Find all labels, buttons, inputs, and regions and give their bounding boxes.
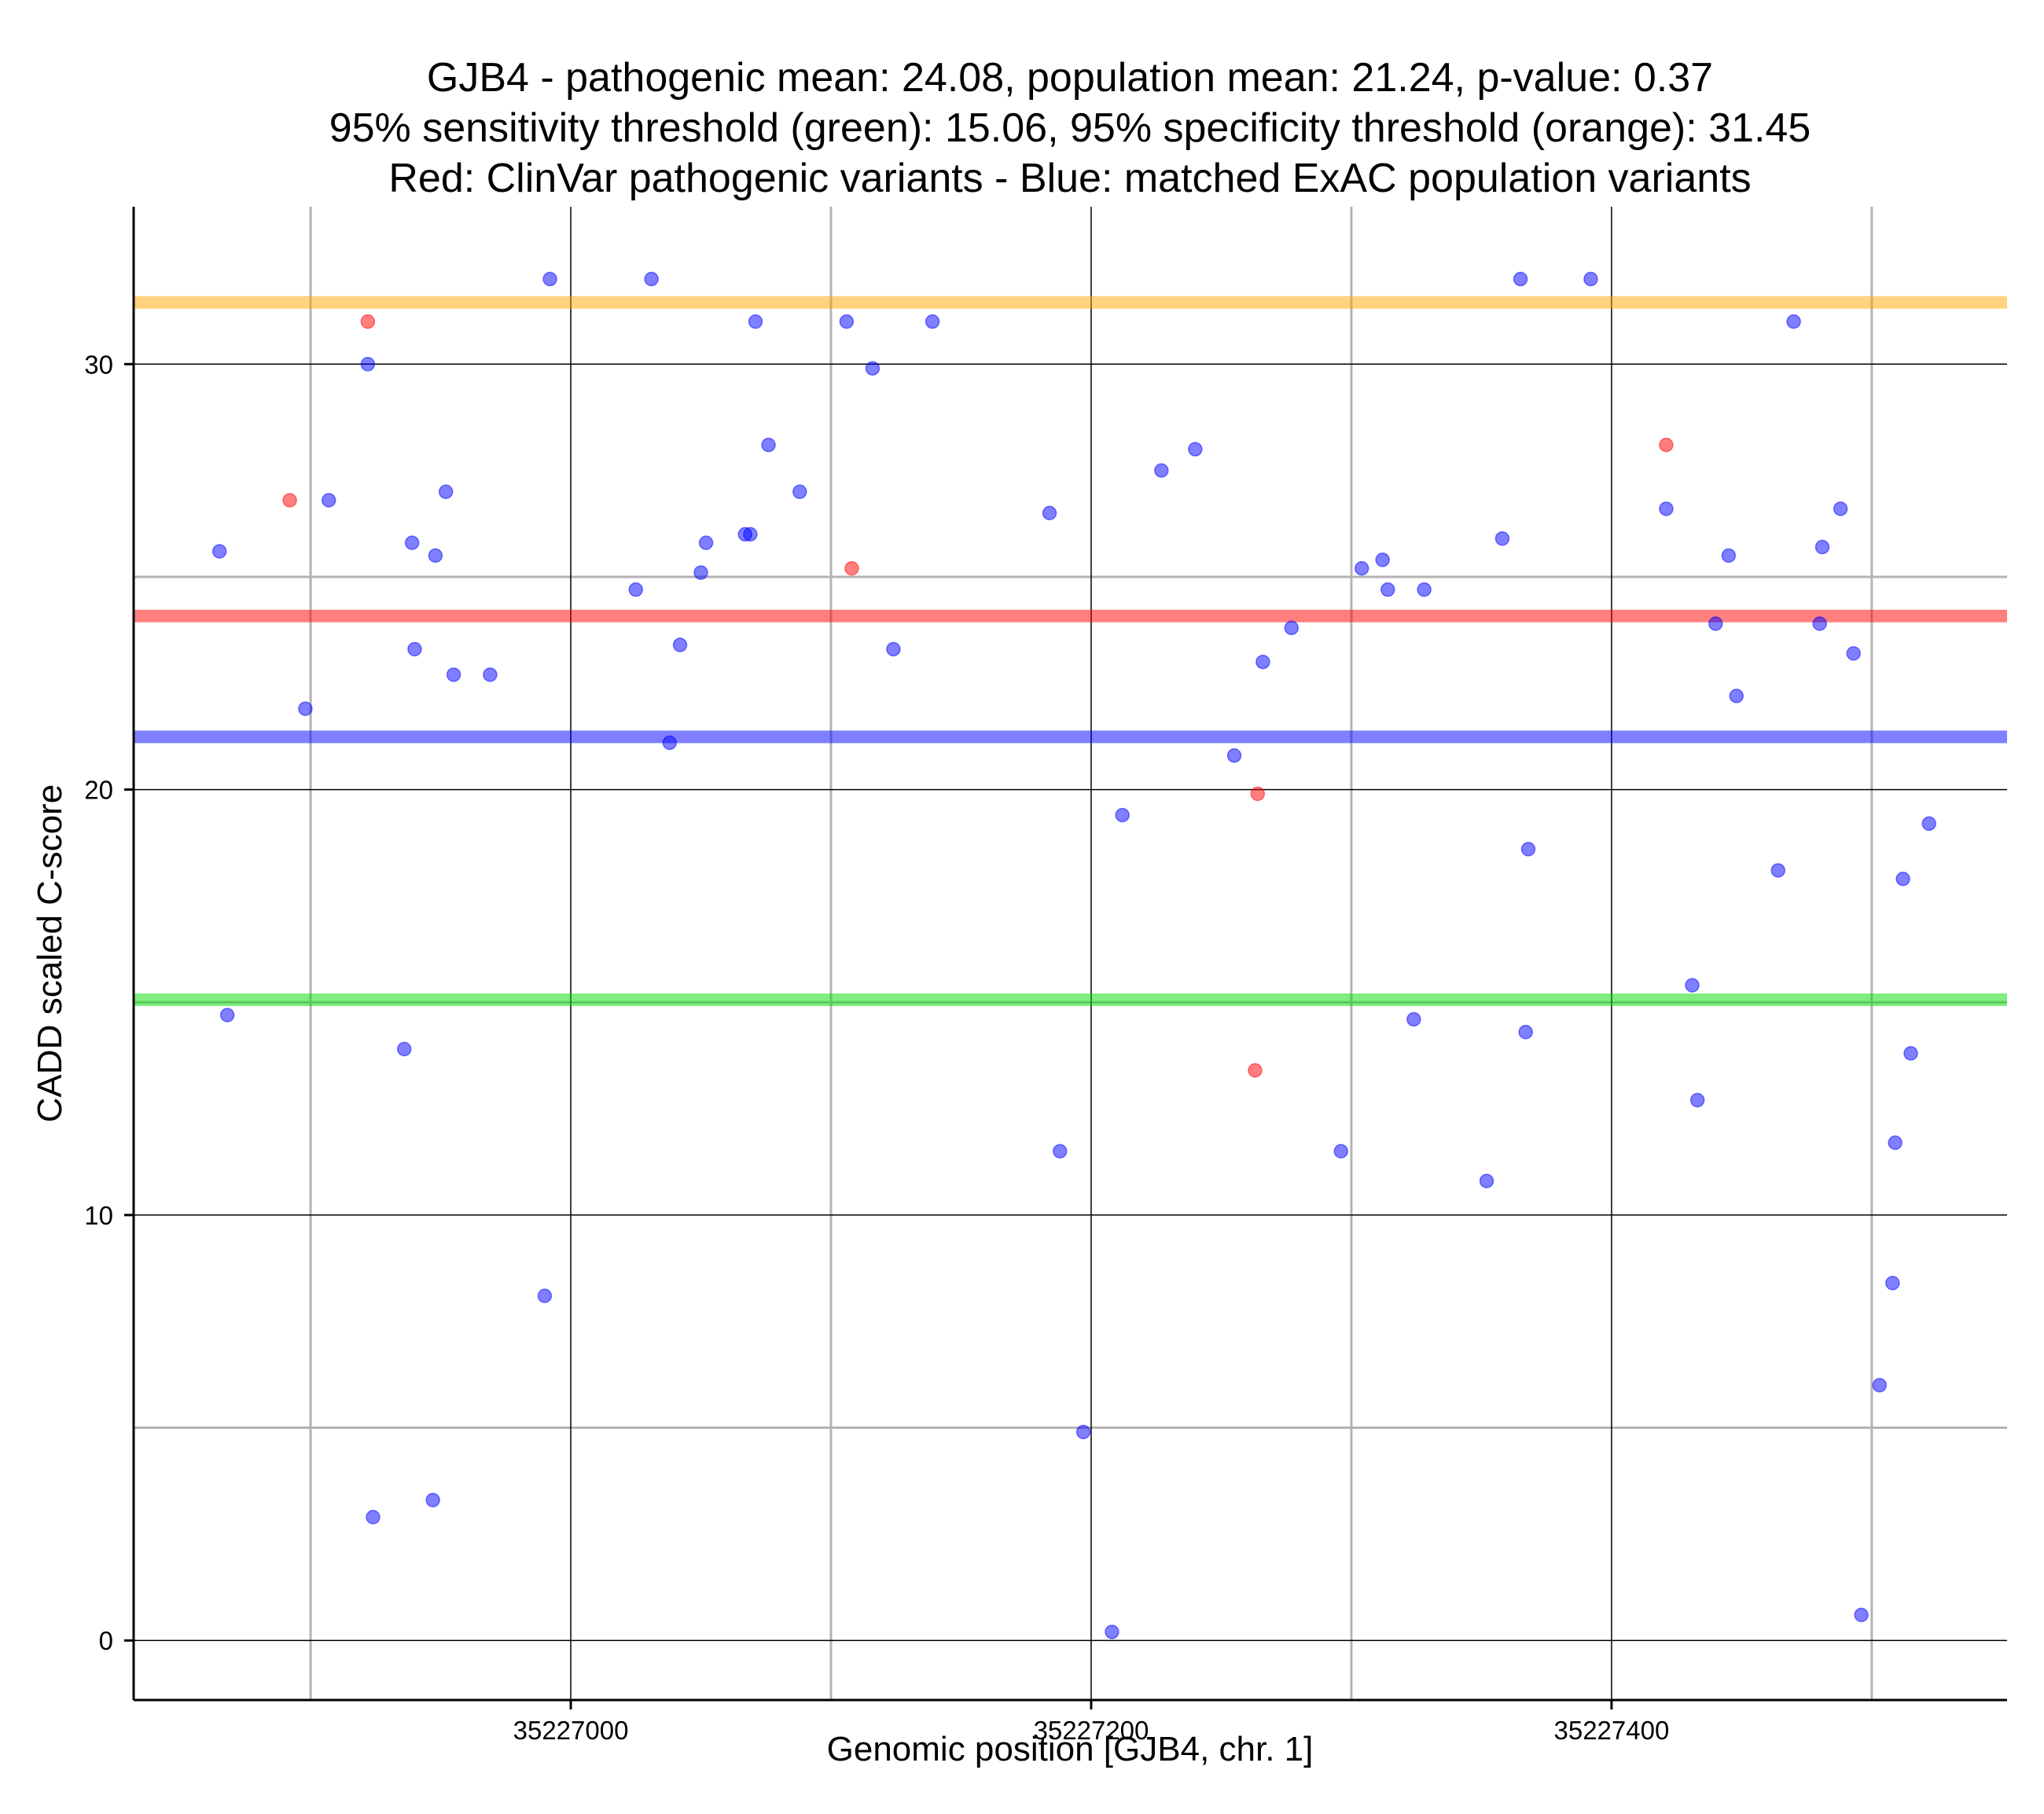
- chart-title-line-2: 95% sensitivity threshold (green): 15.06…: [329, 105, 1811, 151]
- pathogenic-variant-point: [282, 493, 297, 508]
- population-variant-point: [698, 535, 714, 550]
- y-axis-title: CADD scaled C-score: [31, 784, 69, 1122]
- y-tick-label: 0: [99, 1626, 113, 1655]
- population-variant-point: [1075, 1424, 1091, 1440]
- population-variant-point: [662, 735, 678, 751]
- tick-labels: 35227000 35227200 35227400 0 10 20 30: [84, 350, 1669, 1745]
- population-variant-point: [1885, 1276, 1900, 1291]
- population-variant-point: [438, 484, 454, 499]
- population-variant-point: [1042, 505, 1057, 520]
- population-variant-point: [1729, 689, 1744, 703]
- population-variant-point: [1354, 560, 1369, 576]
- population-variant-point: [428, 548, 443, 564]
- population-variant-point: [1685, 978, 1700, 993]
- data-points: [211, 271, 1936, 1640]
- population-variant-point: [672, 637, 688, 652]
- population-variant-point: [1520, 842, 1536, 857]
- population-variant-point: [1814, 539, 1830, 555]
- population-variant-point: [1895, 872, 1910, 887]
- population-variant-point: [1770, 863, 1785, 878]
- population-variant-point: [1115, 807, 1130, 823]
- population-variant-point: [1417, 582, 1432, 597]
- population-variant-point: [1846, 646, 1861, 661]
- population-variant-point: [644, 271, 659, 287]
- population-variant-point: [1188, 442, 1203, 457]
- reference-lines: [134, 296, 2007, 1007]
- population-variant-point: [219, 1008, 235, 1023]
- population-variant-point: [407, 641, 422, 657]
- chart-title-line-3: Red: ClinVar pathogenic variants - Blue:…: [388, 156, 1751, 201]
- population-variant-point: [1226, 748, 1242, 763]
- population-variant-point: [792, 484, 807, 499]
- population-variant-point: [1786, 314, 1801, 329]
- population-variant-point: [865, 361, 880, 376]
- population-variant-point: [693, 565, 708, 580]
- population-variant-point: [748, 314, 763, 329]
- population-variant-point: [1284, 620, 1300, 636]
- population-variant-point: [743, 527, 758, 542]
- pathogenic-variant-point: [1659, 437, 1674, 453]
- population-variant-point: [321, 493, 336, 508]
- pathogenic-variant-point: [1250, 786, 1266, 802]
- population-variant-point: [537, 1288, 553, 1304]
- population-variant-point: [542, 271, 557, 287]
- x-tick-label: 35227400: [1554, 1716, 1670, 1745]
- population-variant-point: [1479, 1173, 1494, 1188]
- grid-layer: [134, 207, 2007, 1700]
- population-variant-point: [839, 314, 855, 329]
- y-tick-label: 30: [84, 350, 113, 379]
- population-variant-point: [1518, 1024, 1533, 1040]
- population-variant-point: [211, 544, 227, 559]
- population-variant-point: [1854, 1607, 1869, 1622]
- pathogenic-variant-point: [844, 560, 859, 576]
- population-variant-point: [1494, 531, 1510, 546]
- population-variant-point: [1380, 582, 1395, 597]
- population-variant-point: [1406, 1012, 1421, 1027]
- population-variant-point: [366, 1509, 380, 1525]
- x-tick-label: 35227000: [513, 1716, 629, 1745]
- population-variant-point: [1583, 271, 1598, 287]
- x-tick-label: 35227200: [1034, 1716, 1149, 1745]
- population-variant-point: [1513, 271, 1528, 287]
- population-variant-point: [1812, 616, 1827, 631]
- population-variant-point: [1903, 1045, 1918, 1061]
- population-variant-point: [483, 667, 498, 682]
- population-variant-point: [761, 437, 776, 453]
- population-variant-point: [396, 1041, 412, 1057]
- population-variant-point: [1333, 1144, 1348, 1159]
- population-variant-point: [1708, 616, 1723, 631]
- population-variant-point: [1888, 1135, 1902, 1151]
- population-variant-point: [425, 1493, 440, 1507]
- y-tick-label: 20: [84, 776, 113, 805]
- population-variant-point: [1255, 654, 1270, 670]
- population-variant-point: [1053, 1144, 1068, 1159]
- population-variant-point: [925, 314, 940, 329]
- population-variant-point: [1689, 1092, 1705, 1108]
- axes: [132, 207, 2007, 1702]
- population-variant-point: [1921, 816, 1936, 832]
- population-variant-point: [1375, 553, 1390, 567]
- population-variant-point: [1154, 463, 1169, 478]
- population-variant-point: [1721, 548, 1737, 564]
- chart-title-line-1: GJB4 - pathogenic mean: 24.08, populatio…: [427, 55, 1713, 101]
- population-variant-point: [446, 667, 461, 682]
- population-variant-point: [628, 582, 644, 597]
- population-variant-point: [1659, 501, 1674, 516]
- population-variant-point: [404, 535, 420, 550]
- y-tick-label: 10: [84, 1201, 113, 1230]
- pathogenic-variant-point: [360, 314, 376, 329]
- population-variant-point: [360, 357, 376, 372]
- population-variant-point: [886, 641, 901, 657]
- population-variant-point: [1872, 1378, 1888, 1393]
- x-axis-title: Genomic position [GJB4, chr. 1]: [827, 1730, 1314, 1768]
- population-variant-point: [1105, 1625, 1119, 1640]
- population-variant-point: [1833, 501, 1848, 516]
- pathogenic-variant-point: [1248, 1063, 1263, 1078]
- population-variant-point: [298, 701, 313, 716]
